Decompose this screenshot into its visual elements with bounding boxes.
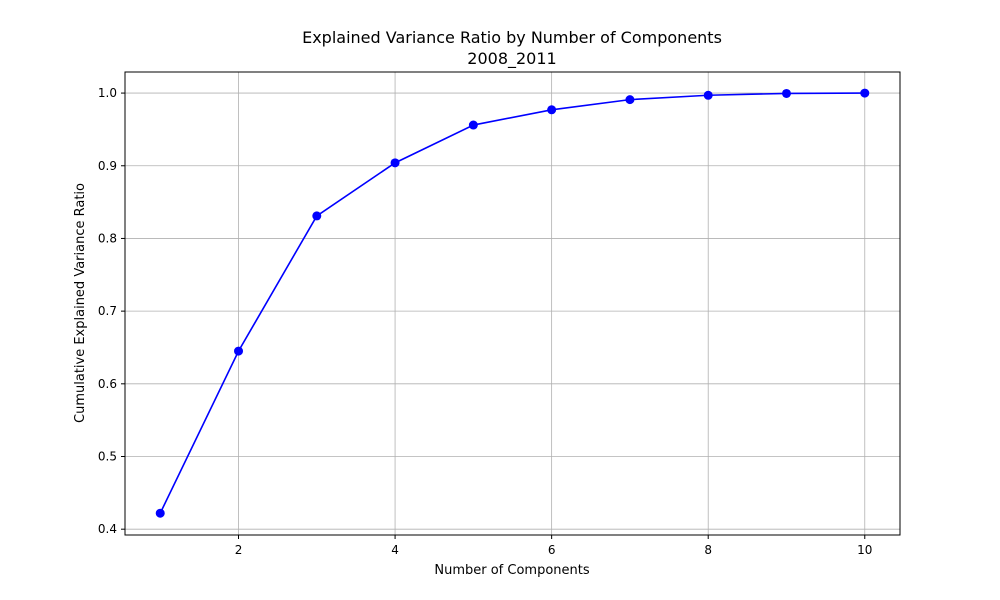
data-point [781,88,791,98]
y-tick-label: 0.8 [98,231,117,245]
data-point [155,508,165,518]
data-point [234,346,244,356]
x-tick-label: 4 [391,543,399,557]
data-point [468,120,478,130]
y-axis-label: Cumulative Explained Variance Ratio [73,183,88,423]
y-tick-label: 0.9 [98,159,117,173]
data-point [390,158,400,168]
x-tick-label: 8 [704,543,712,557]
y-tick-label: 0.6 [98,377,117,391]
y-tick-label: 0.5 [98,450,117,464]
data-point [547,105,557,115]
tick-layer: 2 4 6 8 10 0.4 0.5 0.6 0.7 0.8 0.9 1.0 [98,86,873,557]
data-point [312,211,322,221]
y-tick-label: 0.7 [98,304,117,318]
x-tick-label: 2 [235,543,243,557]
plot-area-frame [124,71,901,536]
series-line [159,92,865,514]
data-point [625,95,635,105]
x-tick-label: 6 [548,543,556,557]
series-layer [155,88,870,518]
grid [125,72,900,535]
chart-subtitle: 2008_2011 [467,49,556,69]
data-point [703,90,713,100]
x-axis-label: Number of Components [434,563,589,578]
y-tick-label: 0.4 [98,522,117,536]
chart-title: Explained Variance Ratio by Number of Co… [302,28,722,47]
y-tick-label: 1.0 [98,86,117,100]
data-point [860,88,870,98]
x-tick-label: 10 [857,543,872,557]
